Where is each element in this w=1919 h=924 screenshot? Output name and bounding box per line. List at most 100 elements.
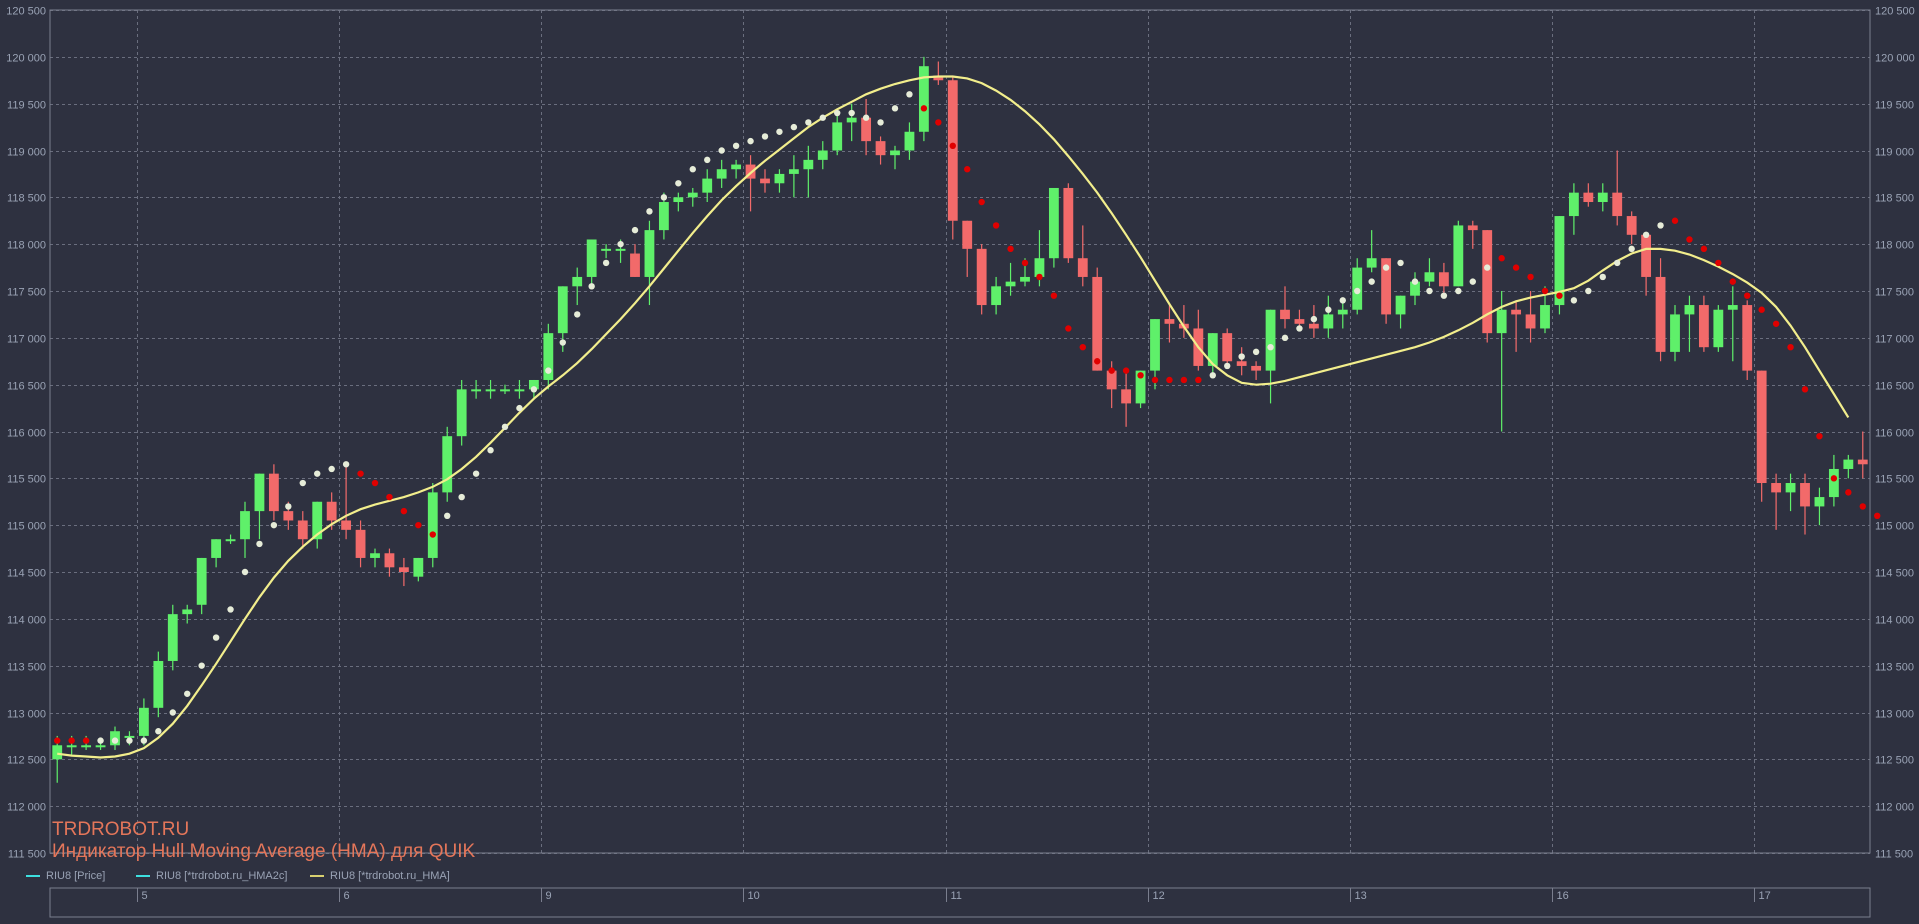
legend-hma2c[interactable]: RIU8 [*trdrobot.ru_HMA2c] [136, 870, 287, 882]
hma2c-dot [1772, 320, 1780, 327]
candle [716, 159, 727, 188]
candle [962, 220, 973, 277]
candle-body [832, 122, 843, 151]
candle-body [630, 253, 640, 277]
hma2c-dot [1642, 231, 1650, 238]
y-tick-label-left: 120 500 [6, 6, 46, 18]
hma2c-dot [270, 521, 278, 529]
candle-body [1092, 276, 1103, 371]
candle [211, 539, 222, 568]
candle [687, 187, 698, 207]
candle-body [962, 220, 973, 249]
hma2c-dot [862, 114, 870, 121]
candle-body [1814, 497, 1825, 507]
hma2c-dot [1787, 344, 1794, 351]
hma2c-dot [574, 311, 581, 318]
candle [1511, 300, 1522, 352]
candle-body [1164, 319, 1175, 324]
candle [225, 534, 236, 544]
hma2c-dot [357, 470, 364, 477]
candle [384, 548, 395, 577]
hma2c-dot [126, 737, 133, 744]
candle-body [95, 745, 106, 748]
candle-body [1467, 225, 1478, 231]
candle [1366, 230, 1377, 273]
hma2c-dot [1585, 287, 1592, 295]
y-tick-label-left: 119 000 [7, 147, 46, 159]
candle-body [601, 248, 612, 251]
candle-body [427, 492, 438, 558]
candle-body [1554, 216, 1565, 306]
y-tick-label-right: 119 500 [1875, 100, 1914, 112]
candle [1554, 216, 1565, 315]
candle-body [1280, 309, 1290, 320]
hma2c-dot [1195, 376, 1202, 384]
x-tick-label: 17 [1759, 890, 1771, 902]
candle-body [1511, 309, 1522, 315]
candle [167, 604, 178, 671]
candle [904, 122, 915, 160]
candle [312, 501, 323, 549]
hma2c-dots [54, 91, 1881, 744]
candle [861, 98, 872, 156]
candle [1857, 431, 1868, 479]
legend-swatch-icon [310, 875, 324, 877]
hma2c-dot [1079, 344, 1086, 351]
candle-body [1756, 370, 1767, 484]
candle [1482, 230, 1493, 343]
candle [1684, 295, 1695, 352]
y-tick-label-right: 112 000 [1875, 802, 1914, 814]
candle-body [182, 609, 193, 615]
candle [240, 501, 250, 558]
candle [485, 379, 496, 399]
y-tick-label-left: 116 000 [7, 428, 46, 440]
candle-body [312, 501, 323, 540]
y-tick-label-left: 114 500 [7, 568, 46, 580]
legend-price[interactable]: RIU8 [Price] [26, 870, 105, 882]
candle-body [904, 131, 915, 151]
candle-body [225, 539, 236, 542]
candle-body [615, 248, 626, 251]
hma2c-dot [140, 737, 148, 744]
legend-hma[interactable]: RIU8 [*trdrobot.ru_HMA] [310, 870, 450, 882]
hma2c-dot [1527, 273, 1534, 281]
candle [1280, 286, 1290, 329]
hma2c-dot [1325, 306, 1332, 313]
candle-body [1742, 305, 1753, 371]
candle-body [196, 557, 207, 605]
y-tick-label-right: 117 000 [1875, 334, 1914, 346]
hma2c-dot [169, 709, 176, 716]
hma2c-dot [314, 470, 321, 477]
y-tick-label-left: 118 000 [7, 240, 46, 252]
y-tick-label-right: 113 500 [1875, 662, 1914, 674]
hma2c-dot [1094, 358, 1101, 365]
candle-body [572, 276, 583, 287]
candle [731, 159, 742, 179]
candle [1222, 328, 1233, 366]
hma2c-dot [704, 156, 711, 164]
hma2c-dot [1556, 292, 1563, 299]
candle [1583, 183, 1594, 207]
candle [500, 384, 510, 395]
candle-body [774, 173, 785, 184]
candle-body [687, 192, 698, 198]
candle-body [644, 230, 655, 277]
candle-body [991, 286, 1002, 306]
hma2c-dot [1671, 217, 1679, 224]
hma2c-dot [1224, 362, 1231, 370]
candle-body [933, 75, 944, 81]
candle [370, 548, 380, 568]
candle-body [254, 473, 265, 512]
y-tick-label-left: 118 500 [7, 193, 46, 205]
candle-body [1828, 468, 1839, 498]
candle [601, 244, 612, 259]
candle-body [528, 379, 539, 390]
candle-body [240, 511, 250, 540]
y-tick-label-right: 118 000 [1875, 240, 1914, 252]
candle [1323, 295, 1334, 338]
hma2c-dot [776, 128, 783, 135]
candle [832, 113, 843, 156]
hma2c-dot [732, 142, 740, 150]
hma2c-dot [1729, 278, 1736, 285]
